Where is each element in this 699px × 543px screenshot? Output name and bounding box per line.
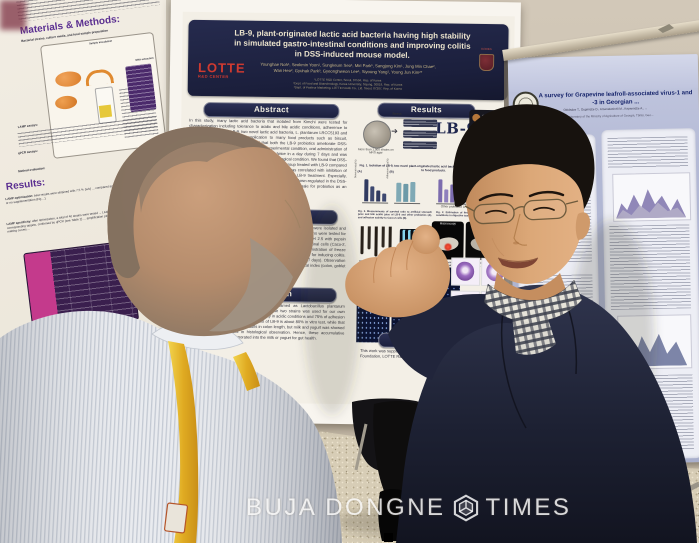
listener-brow-ridge <box>284 199 301 229</box>
watermark: BUJA DONGNE TIMES <box>246 494 571 522</box>
left-poster-corner-figure <box>0 0 26 30</box>
watermark-text-right: TIMES <box>485 494 572 521</box>
presenter-hand <box>345 237 451 318</box>
presenter-smile-line <box>491 237 505 257</box>
presenter-thumb <box>411 224 440 254</box>
presenter-eye-left <box>485 209 507 214</box>
frame-clip-icon <box>658 24 674 33</box>
finger-lines <box>373 240 414 284</box>
boot-heel <box>384 533 393 542</box>
hexagon-cube-logo-icon <box>453 494 478 522</box>
presenter-eye-right <box>533 206 555 211</box>
presenter-mouth <box>498 258 538 269</box>
presenter-sleeve <box>388 294 522 380</box>
presenter <box>345 104 697 543</box>
presenter-checked-collar <box>483 279 583 323</box>
presenter-lip-line <box>497 257 539 262</box>
presenter-brow-right <box>528 190 565 198</box>
presenter-brow-left <box>478 193 514 202</box>
listener <box>0 126 342 543</box>
presenter-ear <box>575 212 590 240</box>
name-badge <box>163 502 189 534</box>
presenter-checked-shirt <box>512 315 556 355</box>
easel-leg-1 <box>354 423 368 471</box>
listener-beard <box>209 238 293 332</box>
presenter-nostril-shade <box>513 241 519 245</box>
listener-shirt-shading <box>0 310 342 543</box>
presenter-hair <box>452 104 595 212</box>
presenter-lapel-left <box>501 294 527 429</box>
listener-hair <box>107 126 271 279</box>
listener-hair-top <box>139 142 243 213</box>
lanyard-strap <box>168 341 199 543</box>
watermark-text-left: BUJA DONGNE <box>246 494 446 521</box>
lanyard-strap-right <box>233 352 260 391</box>
presenter-suit <box>396 284 697 543</box>
poster-shadow <box>304 205 360 415</box>
glasses-icon <box>464 198 579 225</box>
